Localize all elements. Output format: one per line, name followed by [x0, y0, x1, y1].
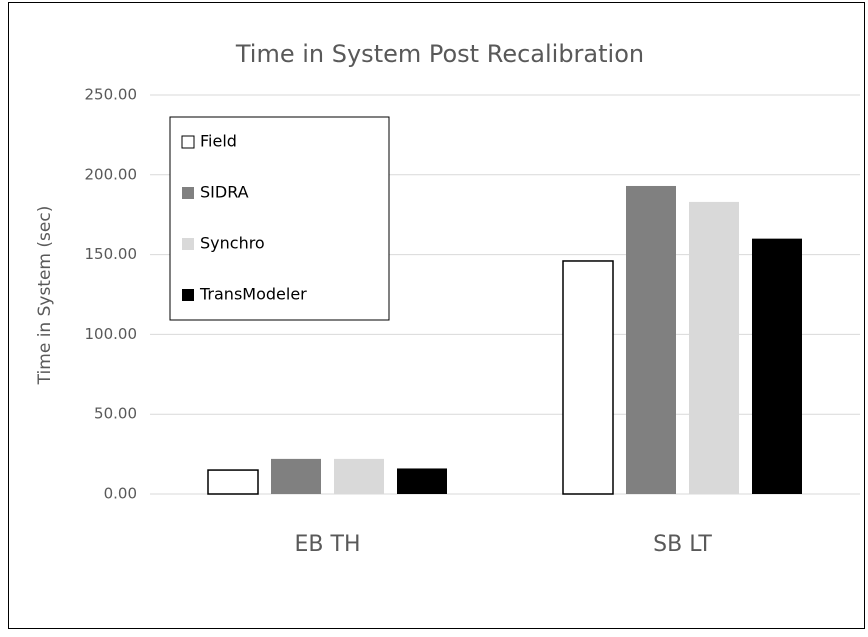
bar	[752, 238, 802, 494]
legend-box	[169, 116, 390, 321]
bar	[397, 468, 447, 494]
y-tick-label: 150.00	[85, 245, 138, 263]
legend-label: TransModeler	[199, 285, 307, 304]
bar	[562, 260, 614, 495]
legend-swatch	[182, 289, 194, 301]
bar	[626, 185, 676, 495]
y-tick-label: 100.00	[85, 325, 138, 343]
bar	[207, 469, 259, 495]
y-tick-label: 250.00	[85, 86, 138, 104]
y-axis-label: Time in System (sec)	[35, 206, 55, 386]
x-tick-label: EB TH	[295, 532, 361, 557]
bar	[334, 458, 384, 494]
legend-swatch	[181, 135, 195, 149]
legend-label: Field	[200, 132, 237, 151]
bar	[271, 458, 321, 494]
y-tick-label: 50.00	[94, 405, 137, 423]
legend-swatch	[182, 238, 194, 250]
chart-title: Time in System Post Recalibration	[235, 40, 644, 68]
x-tick-label: SB LT	[653, 532, 712, 557]
bar	[689, 201, 739, 494]
legend-label: Synchro	[200, 234, 265, 253]
legend-label: SIDRA	[200, 183, 249, 202]
y-tick-label: 200.00	[85, 165, 138, 183]
legend-swatch	[182, 187, 194, 199]
y-tick-label: 0.00	[104, 485, 137, 503]
